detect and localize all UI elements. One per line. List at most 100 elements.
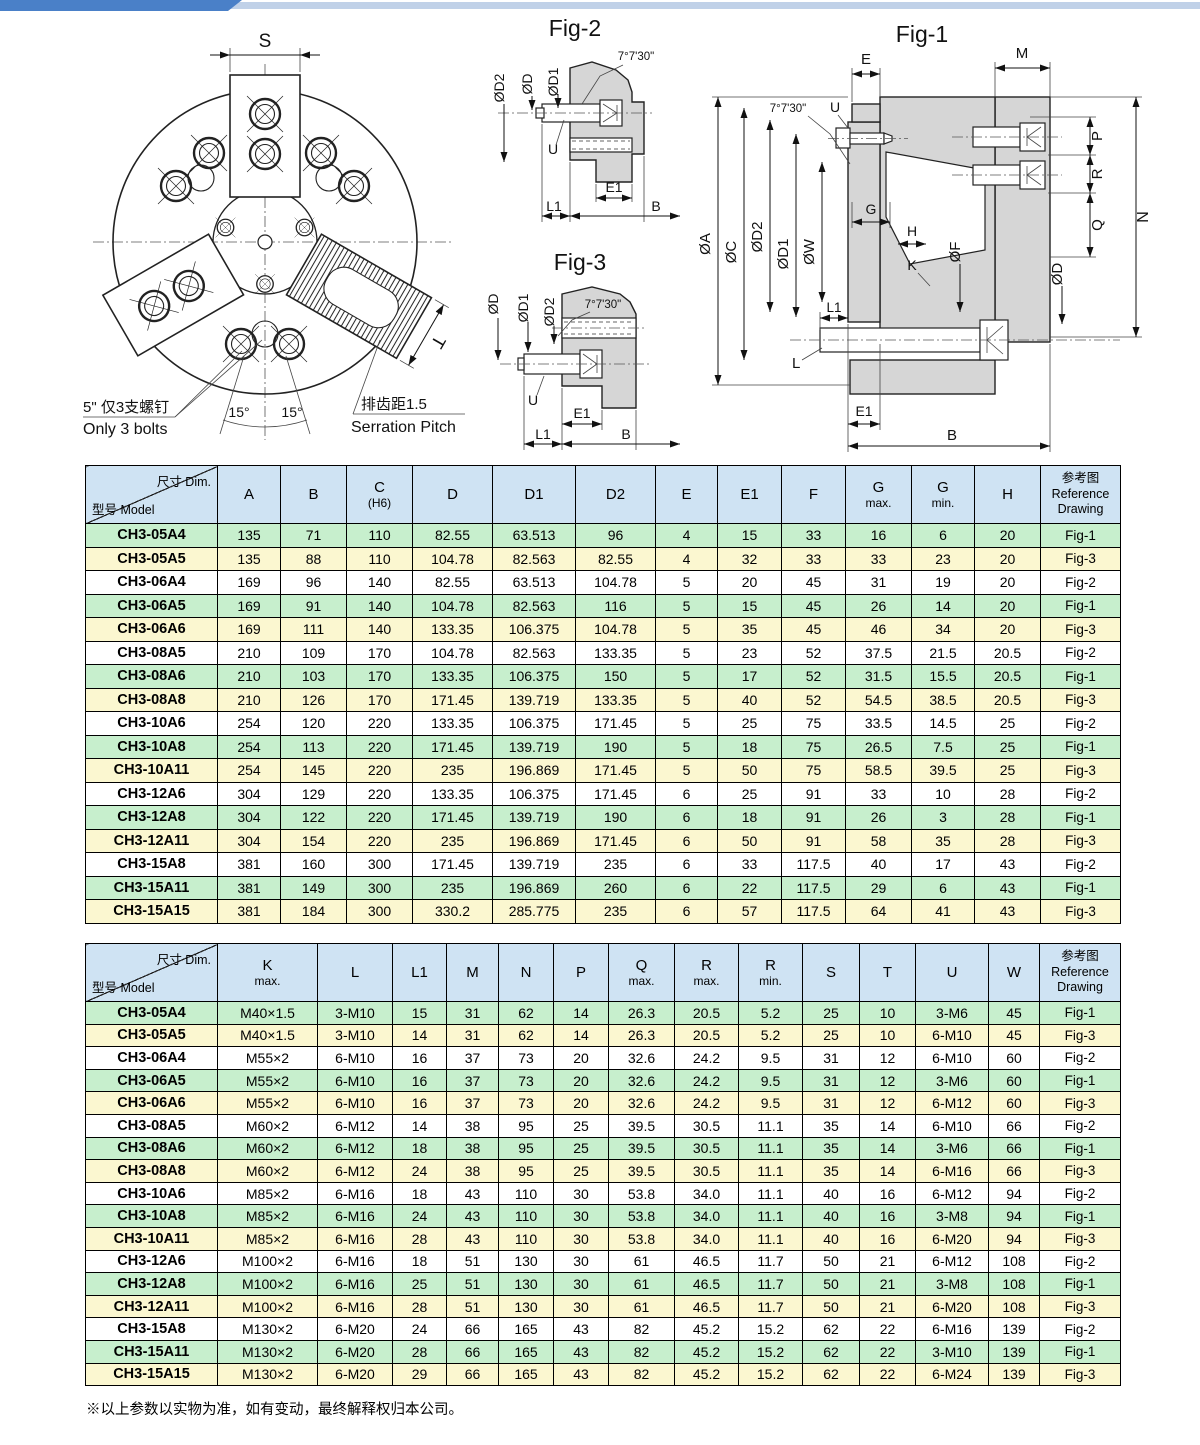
reference-fig-cell: Fig-3: [1040, 758, 1121, 783]
value-cell: 73: [498, 1046, 554, 1070]
value-cell: 171.45: [575, 828, 656, 853]
value-cell: 21: [859, 1294, 916, 1319]
value-cell: 6: [655, 899, 718, 924]
fig3-dia-d1-label: ØD1: [515, 293, 531, 322]
value-cell: 6: [655, 852, 718, 877]
reference-fig-cell: Fig-3: [1040, 687, 1121, 712]
value-cell: 58: [845, 828, 912, 853]
note-serration-cn: 排齿距1.5: [361, 396, 427, 413]
table-row: CH3-08A8 M60×2 6-M12 24 38 95 25 39.5 30.5 11.1 35…: [85, 1159, 1121, 1183]
value-cell: 11.1: [738, 1181, 803, 1206]
reference-fig-cell: Fig-1: [1040, 805, 1121, 830]
model-cell: CH3-08A5: [85, 640, 218, 665]
value-cell: 39.5: [608, 1136, 675, 1161]
fig3-u-label: U: [528, 392, 538, 408]
value-cell: 30: [553, 1226, 609, 1251]
value-cell: 235: [412, 828, 493, 853]
fig3-l1-label: L1: [535, 426, 551, 442]
fig1-p-label: P: [1089, 131, 1106, 141]
technical-drawings: T S: [0, 12, 1200, 460]
table-row: CH3-05A4 135 71 110 82.55 63.513 96 4 15 33 16 6 20 F…: [85, 523, 1121, 548]
value-cell: 18: [392, 1181, 447, 1206]
value-cell: 133.35: [575, 640, 656, 665]
model-cell: CH3-15A8: [85, 1317, 218, 1341]
value-cell: 9.5: [738, 1068, 803, 1093]
value-cell: 14: [392, 1113, 447, 1138]
fig1-dia-d1-label: ØD1: [775, 239, 792, 270]
note-bolts-cn: 5" 仅3支螺钉: [83, 399, 169, 416]
value-cell: 254: [217, 734, 281, 759]
table-row: CH3-12A8 304 122 220 171.45 139.719 190 6 18 91 26…: [85, 805, 1121, 830]
value-cell: M40×1.5: [217, 1001, 318, 1025]
note-serration-pitch: 排齿距1.5 Serration Pitch: [351, 339, 465, 436]
column-header: E: [655, 465, 718, 524]
value-cell: 11.1: [738, 1113, 803, 1138]
value-cell: 220: [346, 805, 413, 830]
value-cell: 170: [346, 640, 413, 665]
value-cell: M60×2: [217, 1159, 318, 1183]
value-cell: 29: [392, 1362, 447, 1387]
angle-right-label: 15°: [281, 404, 302, 420]
model-cell: CH3-10A6: [85, 711, 218, 736]
value-cell: 82.563: [492, 593, 576, 618]
fig1-q-label: Q: [1089, 219, 1106, 231]
fig1-e-label: E: [861, 51, 871, 68]
value-cell: 3-M6: [915, 1136, 989, 1161]
value-cell: 26: [845, 593, 912, 618]
value-cell: 33: [717, 852, 782, 877]
value-cell: 32.6: [608, 1091, 675, 1115]
value-cell: 30: [553, 1294, 609, 1319]
model-cell: CH3-10A11: [85, 1226, 218, 1251]
value-cell: 110: [498, 1204, 554, 1228]
value-cell: 94: [988, 1181, 1040, 1206]
value-cell: 6-M24: [915, 1362, 989, 1387]
reference-fig-cell: Fig-3: [1040, 546, 1121, 571]
value-cell: 31: [446, 1001, 499, 1025]
value-cell: 82: [608, 1362, 675, 1387]
footer-note: ※以上参数以实物为准，如有变动，最终解释权归本公司。: [86, 1402, 463, 1418]
value-cell: M85×2: [217, 1204, 318, 1228]
value-cell: 9.5: [738, 1091, 803, 1115]
value-cell: 26: [845, 805, 912, 830]
value-cell: M130×2: [217, 1339, 318, 1364]
value-cell: 140: [346, 593, 413, 618]
value-cell: 39.5: [911, 758, 975, 783]
value-cell: 6: [911, 875, 975, 900]
column-header: 参考图 Reference Drawing: [1040, 465, 1121, 524]
value-cell: 21: [859, 1272, 916, 1296]
value-cell: 4: [655, 546, 718, 571]
table-row: CH3-10A11 M85×2 6-M16 28 43 110 30 53.8 34.0 11.1…: [85, 1226, 1121, 1251]
value-cell: 11.7: [738, 1249, 803, 1274]
value-cell: 11.1: [738, 1226, 803, 1251]
value-cell: 110: [498, 1181, 554, 1206]
model-cell: CH3-10A8: [85, 1204, 218, 1228]
value-cell: 28: [974, 805, 1041, 830]
value-cell: 111: [280, 617, 347, 642]
value-cell: 6-M10: [915, 1046, 989, 1070]
table-row: CH3-10A6 M85×2 6-M16 18 43 110 30 53.8 34.0 11.1 4…: [85, 1181, 1121, 1206]
value-cell: 235: [412, 875, 493, 900]
table-row: CH3-10A6 254 120 220 133.35 106.375 171.45 5 25 7…: [85, 711, 1121, 736]
value-cell: 22: [859, 1339, 916, 1364]
column-header: D2: [575, 465, 656, 524]
value-cell: 25: [553, 1113, 609, 1138]
value-cell: 43: [974, 875, 1041, 900]
value-cell: 26.3: [608, 1001, 675, 1025]
fig1-dia-a-label: ØA: [697, 233, 714, 255]
value-cell: 17: [911, 852, 975, 877]
table-row: CH3-08A8 210 126 170 171.45 139.719 133.35 5 40 5…: [85, 687, 1121, 712]
reference-fig-cell: Fig-2: [1040, 852, 1121, 877]
value-cell: 28: [392, 1339, 447, 1364]
model-cell: CH3-05A5: [85, 1023, 218, 1048]
value-cell: 6-M16: [317, 1272, 393, 1296]
value-cell: 133.35: [412, 617, 493, 642]
column-header: L1: [392, 943, 447, 1002]
table-row: CH3-15A8 381 160 300 171.45 139.719 235 6 33 117.…: [85, 852, 1121, 877]
value-cell: 39.5: [608, 1113, 675, 1138]
value-cell: 52: [781, 664, 846, 689]
value-cell: 20: [553, 1068, 609, 1093]
value-cell: 6-M12: [317, 1136, 393, 1161]
value-cell: 45: [781, 617, 846, 642]
table-row: CH3-06A6 169 111 140 133.35 106.375 104.78 5 35 4…: [85, 617, 1121, 642]
